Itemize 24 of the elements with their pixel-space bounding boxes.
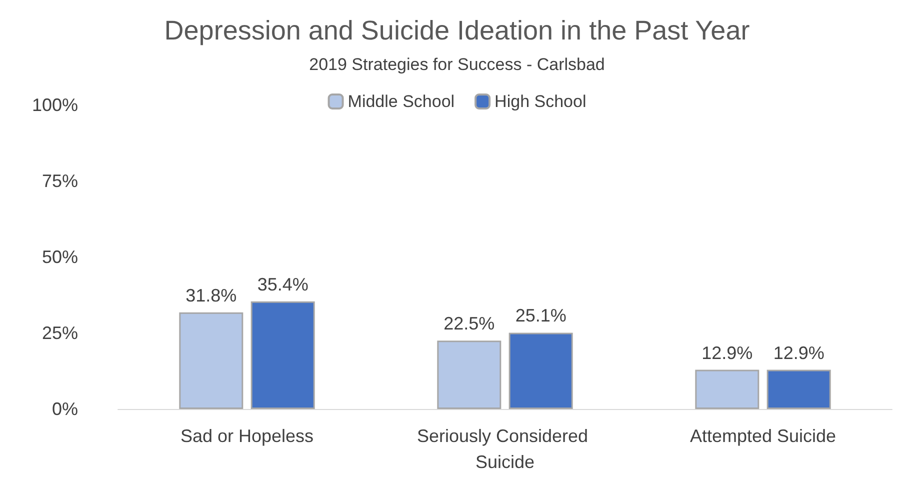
y-tick-label: 50% bbox=[42, 247, 78, 267]
bar bbox=[437, 340, 502, 409]
x-tick-label: Sad or Hopeless bbox=[180, 426, 314, 446]
x-tick-label: Attempted Suicide bbox=[690, 426, 836, 446]
legend-label: Middle School bbox=[348, 92, 455, 111]
bar bbox=[179, 312, 244, 409]
y-tick-label: 25% bbox=[42, 323, 78, 343]
bar bbox=[766, 370, 831, 409]
y-tick-label: 75% bbox=[42, 171, 78, 191]
x-tick-label: Seriously Considered Suicide bbox=[416, 426, 594, 472]
y-tick-label: 100% bbox=[32, 95, 78, 115]
data-label: 12.9% bbox=[702, 342, 753, 363]
bar bbox=[250, 301, 315, 409]
chart-subtitle: 2019 Strategies for Success - Carlsbad bbox=[309, 55, 605, 74]
data-label: 31.8% bbox=[186, 285, 237, 306]
data-label: 25.1% bbox=[515, 306, 566, 326]
chart-title: Depression and Suicide Ideation in the Past Year bbox=[164, 16, 750, 46]
bar bbox=[508, 332, 573, 409]
y-tick-label: 0% bbox=[52, 399, 78, 419]
data-label: 35.4% bbox=[257, 274, 308, 294]
data-label: 22.5% bbox=[444, 314, 495, 334]
bar bbox=[695, 370, 760, 409]
legend-label: High School bbox=[494, 92, 586, 111]
data-label: 12.9% bbox=[773, 342, 824, 363]
